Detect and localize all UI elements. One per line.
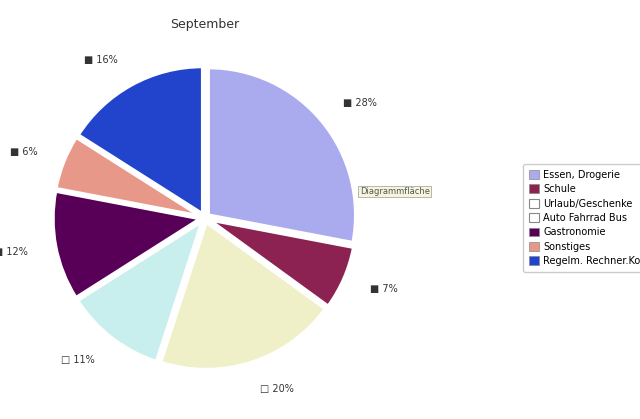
Text: ■ 7%: ■ 7% (370, 285, 397, 294)
Text: ■ 12%: ■ 12% (0, 247, 28, 256)
Legend: Essen, Drogerie, Schule, Urlaub/Geschenke, Auto Fahrrad Bus, Gastronomie, Sonsti: Essen, Drogerie, Schule, Urlaub/Geschenk… (523, 164, 640, 272)
Wedge shape (77, 221, 202, 362)
Wedge shape (56, 137, 201, 216)
Text: ■ 16%: ■ 16% (84, 55, 118, 65)
Title: September: September (170, 18, 239, 31)
Wedge shape (208, 67, 356, 243)
Text: ■ 28%: ■ 28% (344, 98, 378, 108)
Wedge shape (161, 222, 326, 370)
Text: □ 20%: □ 20% (260, 384, 294, 394)
Wedge shape (78, 67, 203, 214)
Text: Diagrammfläche: Diagrammfläche (360, 187, 429, 196)
Wedge shape (53, 191, 200, 298)
Text: □ 11%: □ 11% (61, 355, 95, 365)
Text: ■ 6%: ■ 6% (10, 147, 38, 157)
Wedge shape (209, 220, 354, 306)
